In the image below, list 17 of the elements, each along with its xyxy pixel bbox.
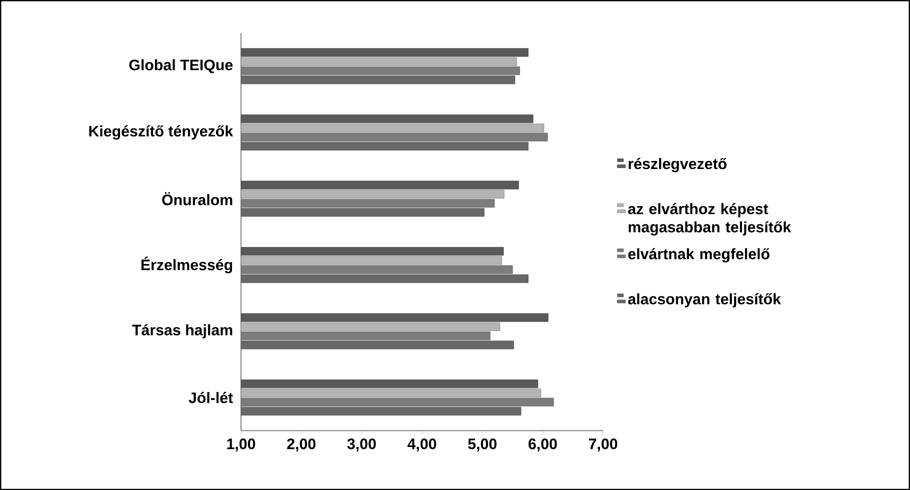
y-tick-label: Érzelmesség (141, 256, 232, 274)
y-tick-label: Global TEIQue (129, 59, 233, 74)
x-tick-label: 6,00 (528, 438, 557, 452)
y-tick-label: Önuralom (162, 192, 232, 206)
x-tick-label: 5,00 (468, 438, 497, 452)
x-tick-label: 3,00 (347, 438, 376, 452)
y-tick-label: Társas hajlam (132, 324, 232, 338)
x-tick-label: 7,00 (588, 438, 618, 452)
legend-label: alacsonyan teljesítők (628, 293, 782, 308)
legend-label: részlegvezető (628, 158, 727, 172)
x-tick-label: 1,00 (227, 438, 256, 452)
legend-label: az elvárthoz képest magasabban teljesítők (628, 202, 792, 236)
legend-label: elvártnak megfelelő (628, 248, 770, 262)
x-tick-label: 2,00 (287, 438, 316, 452)
x-tick-label: 4,00 (408, 438, 436, 452)
y-tick-label: Jól-lét (188, 392, 233, 404)
y-tick-label: Kiegészítő tényezők (89, 125, 234, 140)
